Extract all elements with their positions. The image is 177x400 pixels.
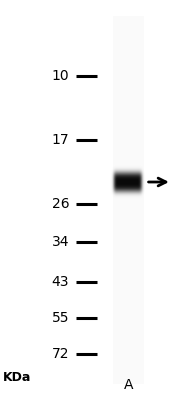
Text: 72: 72 (52, 347, 69, 361)
Text: A: A (124, 378, 133, 392)
Text: KDa: KDa (3, 371, 31, 384)
Text: 43: 43 (52, 275, 69, 289)
Text: 17: 17 (52, 133, 69, 147)
Text: 26: 26 (52, 197, 69, 211)
Text: 34: 34 (52, 235, 69, 249)
Text: 10: 10 (52, 69, 69, 83)
Text: 55: 55 (52, 311, 69, 325)
FancyBboxPatch shape (113, 16, 144, 384)
